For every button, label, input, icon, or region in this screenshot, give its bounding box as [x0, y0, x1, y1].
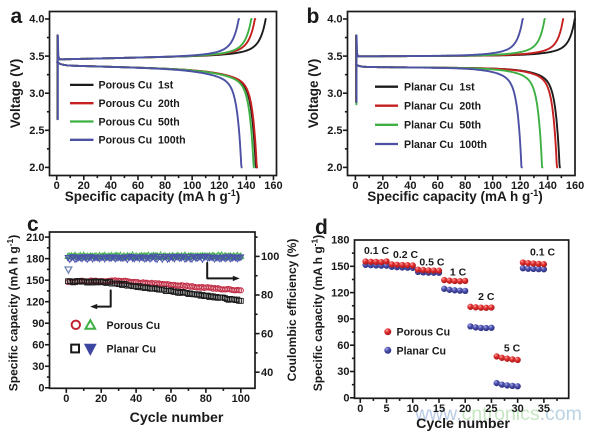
- svg-text:0: 0: [38, 383, 44, 395]
- svg-text:Voltage (V): Voltage (V): [306, 59, 321, 129]
- svg-text:150: 150: [331, 261, 349, 273]
- svg-text:140: 140: [237, 180, 255, 192]
- svg-text:120: 120: [511, 180, 529, 192]
- svg-text:2.5: 2.5: [327, 125, 342, 137]
- svg-text:a: a: [11, 5, 23, 28]
- svg-text:60: 60: [32, 339, 44, 351]
- svg-text:3.0: 3.0: [327, 88, 342, 100]
- svg-text:120: 120: [210, 180, 228, 192]
- svg-text:30: 30: [512, 403, 524, 415]
- svg-text:2.5: 2.5: [29, 125, 44, 137]
- svg-text:100: 100: [261, 251, 279, 263]
- svg-text:20: 20: [78, 180, 90, 192]
- svg-text:b: b: [307, 5, 320, 28]
- svg-text:5: 5: [383, 403, 389, 415]
- svg-text:1 C: 1 C: [450, 267, 467, 279]
- svg-text:100: 100: [183, 180, 201, 192]
- svg-text:120: 120: [26, 296, 44, 308]
- svg-text:0: 0: [63, 393, 69, 405]
- svg-text:80: 80: [200, 393, 212, 405]
- svg-text:90: 90: [32, 318, 44, 330]
- svg-text:0.1 C: 0.1 C: [530, 246, 556, 258]
- svg-text:Porous Cu 20th: Porous Cu 20th: [99, 98, 180, 110]
- svg-text:4.0: 4.0: [29, 14, 44, 26]
- svg-text:140: 140: [538, 180, 556, 192]
- svg-text:4.0: 4.0: [327, 14, 342, 26]
- svg-text:60: 60: [261, 328, 273, 340]
- svg-text:0.1 C: 0.1 C: [364, 245, 390, 257]
- svg-text:40: 40: [404, 180, 416, 192]
- svg-text:0.5 C: 0.5 C: [419, 257, 445, 269]
- svg-text:Planar Cu 1st: Planar Cu 1st: [404, 82, 475, 94]
- svg-text:Specific capacity (mA h g-1): Specific capacity (mA h g-1): [310, 235, 326, 392]
- svg-text:2.0: 2.0: [327, 162, 342, 174]
- svg-text:30: 30: [337, 366, 349, 378]
- svg-text:0.2 C: 0.2 C: [393, 249, 419, 261]
- svg-text:5 C: 5 C: [504, 343, 521, 355]
- svg-text:60: 60: [432, 180, 444, 192]
- svg-text:100: 100: [484, 180, 502, 192]
- svg-text:Planar Cu 20th: Planar Cu 20th: [404, 101, 481, 113]
- svg-text:0: 0: [54, 180, 60, 192]
- svg-text:15: 15: [433, 403, 445, 415]
- svg-text:Porous Cu: Porous Cu: [107, 320, 161, 332]
- svg-text:160: 160: [566, 180, 584, 192]
- svg-text:Specific capacity (mA h g-1): Specific capacity (mA h g-1): [367, 188, 543, 204]
- svg-text:Planar Cu: Planar Cu: [107, 344, 156, 356]
- svg-text:2.0: 2.0: [29, 162, 44, 174]
- svg-text:0: 0: [343, 393, 349, 405]
- svg-text:160: 160: [264, 180, 282, 192]
- svg-text:3.5: 3.5: [29, 51, 44, 63]
- svg-text:Voltage (V): Voltage (V): [8, 59, 23, 129]
- svg-text:Cycle number: Cycle number: [130, 410, 224, 426]
- svg-text:100: 100: [232, 393, 250, 405]
- svg-text:60: 60: [337, 340, 349, 352]
- svg-text:40: 40: [105, 180, 117, 192]
- svg-text:20: 20: [459, 403, 471, 415]
- svg-text:d: d: [315, 216, 328, 239]
- svg-text:80: 80: [159, 180, 171, 192]
- svg-text:10: 10: [407, 403, 419, 415]
- svg-text:www.cntronics.com: www.cntronics.com: [414, 403, 582, 425]
- svg-text:c: c: [27, 213, 39, 236]
- svg-text:Coulombic efficiency (%): Coulombic efficiency (%): [285, 239, 299, 382]
- svg-text:35: 35: [538, 403, 550, 415]
- svg-text:30: 30: [32, 361, 44, 373]
- svg-text:3.0: 3.0: [29, 88, 44, 100]
- svg-text:90: 90: [337, 314, 349, 326]
- svg-text:80: 80: [261, 290, 273, 302]
- svg-text:Porous Cu 1st: Porous Cu 1st: [99, 80, 174, 92]
- svg-text:180: 180: [331, 235, 349, 247]
- svg-text:20: 20: [377, 180, 389, 192]
- svg-text:Planar Cu 50th: Planar Cu 50th: [404, 120, 481, 132]
- svg-text:Porous Cu: Porous Cu: [397, 327, 451, 339]
- svg-text:60: 60: [132, 180, 144, 192]
- svg-text:3.5: 3.5: [327, 51, 342, 63]
- svg-text:Planar Cu 100th: Planar Cu 100th: [404, 139, 487, 151]
- svg-text:40: 40: [130, 393, 142, 405]
- svg-text:Planar Cu: Planar Cu: [397, 345, 446, 357]
- svg-text:120: 120: [331, 287, 349, 299]
- svg-text:80: 80: [459, 180, 471, 192]
- svg-text:150: 150: [26, 275, 44, 287]
- svg-text:Specific capacity (mA h g-1): Specific capacity (mA h g-1): [65, 188, 241, 204]
- svg-text:0: 0: [352, 180, 358, 192]
- svg-text:Cycle number: Cycle number: [416, 416, 510, 431]
- svg-text:25: 25: [485, 403, 497, 415]
- svg-text:210: 210: [26, 232, 44, 244]
- svg-text:Specific capacity (mA h g-1): Specific capacity (mA h g-1): [5, 235, 21, 392]
- svg-text:Porous Cu 100th: Porous Cu 100th: [99, 135, 186, 147]
- svg-text:2 C: 2 C: [478, 291, 495, 303]
- svg-text:180: 180: [26, 253, 44, 265]
- svg-text:20: 20: [95, 393, 107, 405]
- svg-text:40: 40: [261, 367, 273, 379]
- svg-text:0: 0: [357, 403, 363, 415]
- svg-text:60: 60: [165, 393, 177, 405]
- svg-text:Porous Cu 50th: Porous Cu 50th: [99, 116, 180, 128]
